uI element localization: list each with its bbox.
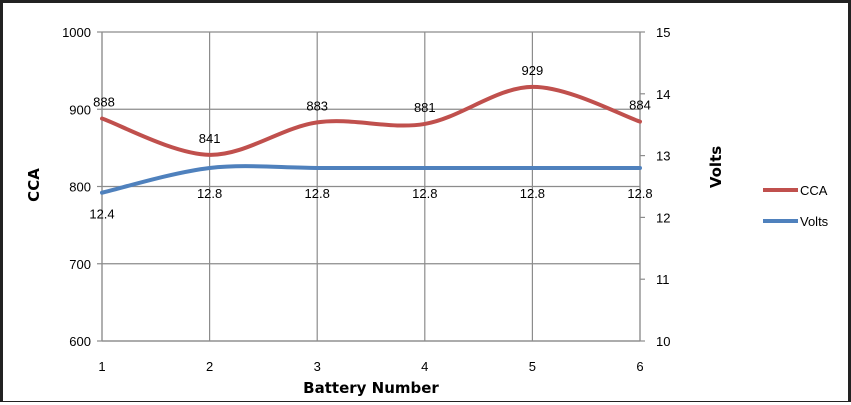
y2-axis-title: Volts [707,146,725,188]
data-label-volts: 12.8 [627,186,652,201]
y2-tick-label: 14 [656,87,670,102]
data-label-cca: 881 [414,100,436,115]
y-tick-label: 600 [69,334,91,349]
legend: CCA Volts [763,183,829,229]
y2-tick-label: 10 [656,334,670,349]
y2-tick-label: 11 [656,272,670,287]
x-tick-label: 6 [636,359,643,374]
y2-tick-label: 13 [656,149,670,164]
series-line-volts [100,164,642,195]
data-label-cca: 888 [93,95,115,110]
data-label-volts: 12.4 [89,207,114,222]
legend-label-cca: CCA [800,183,828,198]
x-tick-label: 4 [421,359,428,374]
y-tick-label: 700 [69,257,91,272]
data-label-volts: 12.8 [520,186,545,201]
data-label-volts: 12.8 [197,186,222,201]
x-axis-title: Battery Number [303,379,439,397]
x-tick-label: 3 [314,359,321,374]
x-tick-label: 2 [206,359,213,374]
data-label-cca: 929 [522,63,544,78]
y-tick-label: 800 [69,180,91,195]
series-lines [100,84,642,195]
gridlines [97,31,645,342]
x-tick-label: 1 [98,359,105,374]
y-tick-label: 1000 [62,25,91,40]
series-line-cca [100,84,642,157]
x-tick-label: 5 [529,359,536,374]
y2-tick-label: 12 [656,210,670,225]
data-label-cca: 883 [306,98,328,113]
y-tick-label: 900 [69,102,91,117]
legend-label-volts: Volts [800,214,829,229]
data-label-volts: 12.8 [412,186,437,201]
data-label-cca: 884 [629,98,651,113]
data-label-cca: 841 [199,131,221,146]
data-label-volts: 12.8 [305,186,330,201]
y2-tick-label: 15 [656,25,670,40]
y-axis-title: CCA [25,168,43,202]
data-labels: 888 841 883 881 929 884 12.4 12.8 12.8 12.8 12.8 12… [89,63,652,222]
